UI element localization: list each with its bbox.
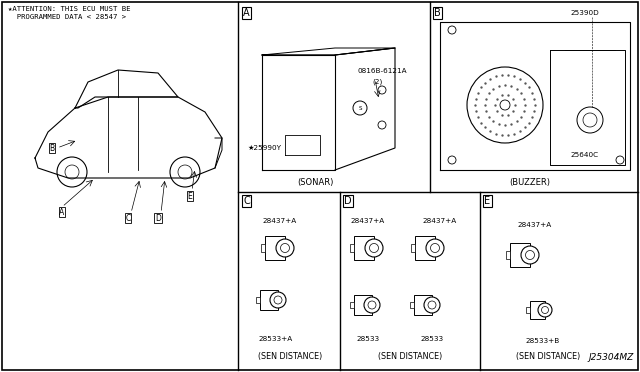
Circle shape	[369, 244, 378, 253]
Text: ★25990Y: ★25990Y	[248, 145, 282, 151]
Bar	[355, 295, 372, 315]
Circle shape	[378, 121, 386, 129]
Text: ★ATTENTION: THIS ECU MUST BE
  PROGRAMMED DATA < 28547 >: ★ATTENTION: THIS ECU MUST BE PROGRAMMED …	[8, 6, 131, 20]
Circle shape	[424, 297, 440, 313]
Text: 0816B-6121A: 0816B-6121A	[358, 68, 408, 74]
Text: E: E	[484, 196, 490, 206]
Circle shape	[428, 301, 436, 309]
Text: 25390D: 25390D	[571, 10, 600, 16]
Text: (SEN DISTANCE): (SEN DISTANCE)	[378, 352, 442, 361]
Circle shape	[365, 239, 383, 257]
Text: S: S	[358, 106, 362, 110]
Circle shape	[364, 297, 380, 313]
Circle shape	[353, 101, 367, 115]
Circle shape	[276, 239, 294, 257]
Circle shape	[577, 107, 603, 133]
Text: D: D	[155, 214, 161, 222]
Text: J25304MZ: J25304MZ	[589, 353, 634, 362]
Circle shape	[368, 301, 376, 309]
Bar	[257, 297, 260, 303]
Circle shape	[178, 165, 192, 179]
Circle shape	[448, 26, 456, 34]
Text: A: A	[243, 8, 250, 18]
Text: 28533: 28533	[420, 336, 444, 342]
Text: (SEN DISTANCE): (SEN DISTANCE)	[516, 352, 580, 361]
Text: 28437+A: 28437+A	[263, 218, 297, 224]
Text: B: B	[434, 8, 441, 18]
Text: 28437+A: 28437+A	[423, 218, 457, 224]
Text: 28437+A: 28437+A	[351, 218, 385, 224]
Text: A: A	[60, 208, 65, 217]
Text: (2): (2)	[372, 78, 382, 84]
Bar	[410, 302, 415, 308]
Bar	[354, 236, 374, 260]
Circle shape	[538, 303, 552, 317]
Bar	[530, 301, 545, 319]
Text: C: C	[243, 196, 250, 206]
Bar	[415, 295, 432, 315]
Text: 25640C: 25640C	[570, 152, 598, 158]
Bar	[526, 307, 530, 313]
Circle shape	[280, 244, 289, 253]
Circle shape	[525, 250, 534, 260]
Circle shape	[426, 239, 444, 257]
Circle shape	[431, 244, 440, 253]
Bar	[415, 236, 435, 260]
Circle shape	[378, 86, 386, 94]
Bar	[260, 244, 265, 251]
Text: 28533: 28533	[356, 336, 380, 342]
Circle shape	[521, 246, 539, 264]
Text: 28437+A: 28437+A	[518, 222, 552, 228]
Bar	[260, 289, 278, 310]
Circle shape	[65, 165, 79, 179]
Text: D: D	[344, 196, 351, 206]
Circle shape	[270, 292, 286, 308]
Circle shape	[57, 157, 87, 187]
Text: (SEN DISTANCE): (SEN DISTANCE)	[258, 352, 322, 361]
Text: 28533+B: 28533+B	[526, 338, 560, 344]
Circle shape	[500, 100, 510, 110]
Circle shape	[170, 157, 200, 187]
Bar	[265, 236, 285, 260]
Circle shape	[448, 156, 456, 164]
Circle shape	[583, 113, 597, 127]
Text: E: E	[188, 192, 193, 201]
Bar	[506, 251, 510, 259]
Text: (BUZZER): (BUZZER)	[509, 178, 550, 187]
Text: (SONAR): (SONAR)	[297, 178, 333, 187]
Text: C: C	[125, 214, 131, 222]
Circle shape	[541, 307, 548, 314]
Circle shape	[616, 156, 624, 164]
Bar	[349, 244, 354, 251]
Circle shape	[274, 296, 282, 304]
Text: B: B	[49, 144, 54, 153]
Bar	[510, 243, 530, 267]
Bar	[411, 244, 415, 251]
Circle shape	[467, 67, 543, 143]
Text: 28533+A: 28533+A	[259, 336, 293, 342]
Bar	[351, 302, 355, 308]
